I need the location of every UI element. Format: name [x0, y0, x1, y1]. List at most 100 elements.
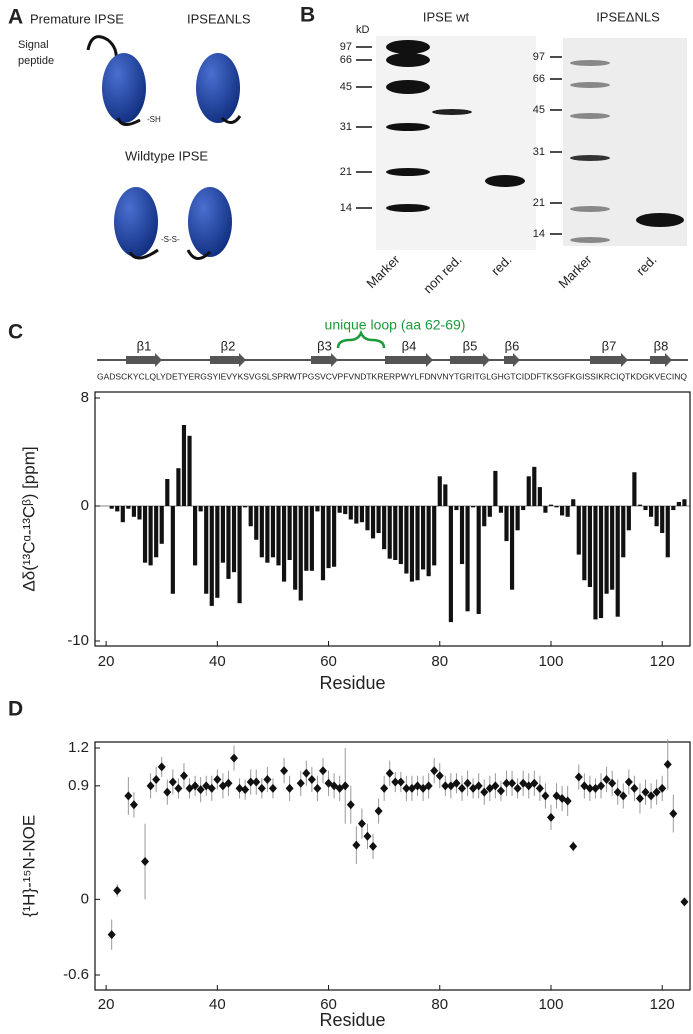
- bar: [226, 506, 231, 579]
- bar: [248, 506, 253, 527]
- point: [602, 775, 611, 785]
- point: [241, 785, 250, 795]
- bar: [643, 506, 648, 511]
- protein: [102, 53, 146, 123]
- point: [380, 783, 389, 793]
- band: [570, 60, 610, 66]
- point: [318, 766, 327, 776]
- protein: [196, 53, 240, 123]
- bar: [187, 435, 192, 506]
- signal-peptide: [86, 35, 118, 63]
- point: [647, 791, 656, 801]
- point: [452, 778, 461, 788]
- bar: [281, 506, 287, 582]
- bar: [259, 506, 264, 558]
- bar: [365, 506, 370, 531]
- band: [386, 80, 430, 94]
- point: [246, 777, 255, 787]
- point: [224, 778, 233, 788]
- bar: [181, 425, 187, 506]
- strand-label: β4: [402, 338, 417, 353]
- point: [530, 778, 539, 788]
- panel-b: kD IPSE wt IPSEΔNLS: [356, 9, 687, 250]
- point: [585, 783, 594, 793]
- bar: [293, 506, 298, 590]
- bar: [315, 506, 320, 512]
- strand: [126, 353, 162, 367]
- point: [563, 796, 572, 806]
- bar: [348, 506, 353, 520]
- point: [152, 775, 161, 785]
- protein: [114, 187, 158, 257]
- strand: [504, 353, 520, 367]
- x-tick-label: 100: [538, 653, 563, 670]
- point: [168, 777, 177, 787]
- bar: [532, 466, 537, 506]
- x-axis-title: Residue: [319, 673, 385, 693]
- bar: [126, 506, 131, 509]
- tail: [220, 115, 242, 124]
- point: [663, 759, 672, 769]
- bar: [148, 506, 153, 566]
- bar: [604, 506, 609, 594]
- bar: [660, 506, 665, 533]
- point: [124, 791, 133, 801]
- bar: [560, 506, 565, 516]
- point: [374, 806, 383, 816]
- bar: [320, 506, 326, 581]
- marker-label: 66: [340, 54, 352, 66]
- strand: [650, 353, 672, 367]
- point: [191, 781, 200, 791]
- point: [608, 778, 617, 788]
- x-tick-label: 120: [650, 653, 675, 670]
- point: [652, 787, 661, 797]
- gel-title: IPSE wt: [423, 9, 470, 24]
- y-tick-label: -0.6: [63, 966, 89, 983]
- point: [630, 783, 639, 793]
- band: [386, 40, 430, 54]
- point: [402, 783, 411, 793]
- bar: [509, 506, 515, 590]
- bar: [543, 506, 548, 513]
- marker-label: 31: [533, 146, 545, 158]
- panel-letter: C: [8, 321, 23, 344]
- point: [546, 812, 555, 822]
- point: [230, 753, 239, 763]
- band: [485, 175, 525, 187]
- bar: [426, 506, 431, 577]
- tail: [116, 117, 141, 126]
- point: [146, 781, 155, 791]
- point: [107, 930, 116, 940]
- point: [508, 778, 517, 788]
- bar: [215, 506, 220, 598]
- bar: [404, 506, 409, 574]
- point: [268, 783, 277, 793]
- bar: [554, 506, 559, 508]
- marker-label: 21: [340, 166, 352, 178]
- point: [357, 819, 366, 829]
- bar: [610, 506, 615, 590]
- marker-label: 66: [533, 73, 545, 85]
- point: [435, 771, 444, 781]
- point: [513, 783, 522, 793]
- bar: [537, 487, 542, 506]
- bar: [376, 506, 381, 533]
- bar: [676, 501, 681, 506]
- point: [174, 783, 183, 793]
- strand-label: β5: [463, 338, 478, 353]
- marker-label: 97: [533, 51, 545, 63]
- label: peptide: [18, 55, 54, 67]
- point: [502, 778, 511, 788]
- bar: [287, 506, 292, 560]
- x-tick-label: 60: [320, 996, 337, 1013]
- point: [280, 766, 289, 776]
- bar: [304, 506, 309, 571]
- bar: [270, 506, 276, 558]
- bar: [265, 506, 270, 563]
- bar: [665, 506, 670, 558]
- point: [424, 781, 433, 791]
- y-axis-title: {¹H}-¹⁵N-NOE: [19, 815, 38, 917]
- bar: [487, 506, 492, 517]
- x-tick-label: 60: [320, 653, 337, 670]
- marker-label: 14: [533, 228, 545, 240]
